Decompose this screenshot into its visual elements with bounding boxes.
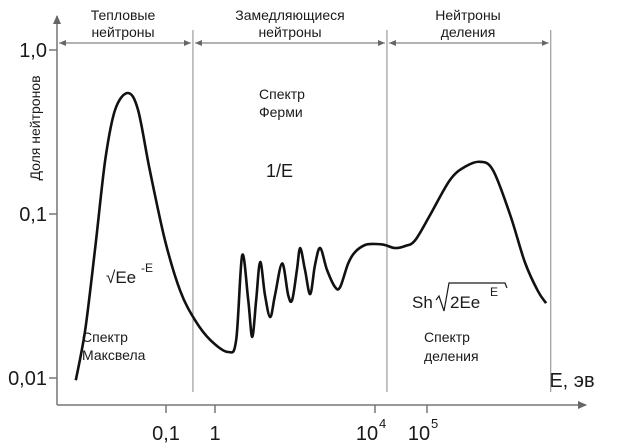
x-axis-label: E, эв [549,370,594,392]
fermi-spectrum-label-2: Ферми [259,104,303,120]
x-tick-exponent: 4 [379,416,386,431]
maxwell-formula: √Ee -E [106,261,153,287]
x-tick-exponent: 5 [431,416,438,431]
y-tick-label: 0,1 [19,204,47,226]
x-tick-label: 10 [356,423,378,443]
region-thermal-title-1: Тепловые [91,7,156,23]
fermi-formula: 1/E [266,161,293,181]
fission-spectrum-label-2: деления [424,348,479,364]
x-tick-label: 1 [209,423,220,443]
x-tick-label: 10 [408,423,430,443]
svg-text:-E: -E [141,261,153,275]
region-slowing-title-2: нейтроны [258,24,321,40]
y-tick-label: 0,01 [8,368,47,390]
fission-formula: Sh 2Ee E [412,282,508,312]
svg-text:E: E [490,285,498,299]
svg-text:Sh: Sh [412,293,433,312]
maxwell-spectrum-label-1: Спектр [82,329,128,345]
svg-text:2Ee: 2Ee [450,293,480,312]
fermi-spectrum-label-1: Спектр [259,86,305,102]
x-tick-label: 0,1 [152,423,180,443]
svg-text:√Ee: √Ee [106,268,136,287]
y-tick-label: 1,0 [19,40,47,62]
fission-spectrum-label-1: Спектр [424,329,470,345]
spectrum-curve [74,91,548,381]
region-thermal-title-2: нейтроны [91,24,154,40]
region-fission-title-1: Нейтроны [435,7,501,23]
region-slowing-title-1: Замедляющиеся [235,7,344,23]
maxwell-spectrum-label-2: Максвела [82,347,146,363]
region-fission-title-2: деления [441,24,496,40]
y-axis-label: Доля нейтронов [27,75,43,180]
